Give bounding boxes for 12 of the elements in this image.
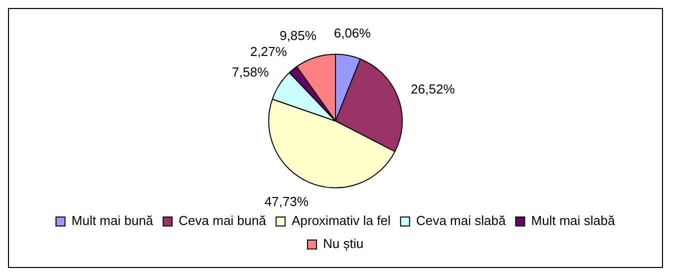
legend-label: Ceva mai bună — [178, 213, 267, 228]
data-label: 6,06% — [334, 25, 372, 40]
legend-label: Nu știu — [323, 236, 364, 252]
data-label: 26,52% — [410, 82, 456, 97]
data-label: 47,73% — [264, 194, 309, 210]
data-label: 7,58% — [232, 64, 270, 80]
legend-label: Aproximativ la fel — [292, 213, 391, 228]
legend-label: Mult mai slabă — [531, 213, 616, 228]
legend-label: Mult mai bună — [72, 213, 154, 228]
legend-label: Ceva mai slabă — [416, 213, 506, 228]
data-label: 9,85% — [280, 28, 317, 43]
data-label: 2,27% — [250, 44, 288, 60]
